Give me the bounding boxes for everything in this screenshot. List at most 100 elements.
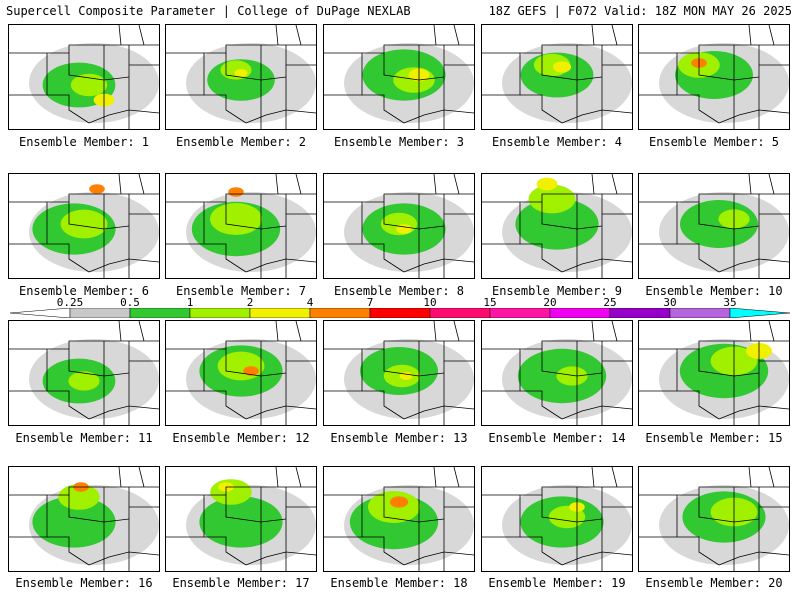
ensemble-map-19 bbox=[482, 467, 632, 571]
scp-contour-2 bbox=[368, 491, 420, 523]
colorbar-tick-label: 20 bbox=[543, 296, 557, 309]
ensemble-panel-11 bbox=[8, 320, 160, 426]
ensemble-map-17 bbox=[166, 467, 316, 571]
colorbar-arrow-left bbox=[10, 308, 71, 318]
ensemble-panel-3 bbox=[323, 24, 475, 130]
colorbar-segment-11 bbox=[669, 308, 731, 318]
ensemble-map-18 bbox=[324, 467, 474, 571]
ensemble-member-label: Ensemble Member: 12 bbox=[172, 431, 310, 445]
ensemble-map-9 bbox=[482, 174, 632, 278]
scp-contour-2 bbox=[210, 479, 252, 505]
ensemble-map-8 bbox=[324, 174, 474, 278]
scp-contour-2 bbox=[556, 366, 588, 386]
ensemble-panel-4 bbox=[481, 24, 633, 130]
ensemble-map-7 bbox=[166, 174, 316, 278]
ensemble-map-6 bbox=[9, 174, 159, 278]
ensemble-member-label: Ensemble Member: 6 bbox=[18, 284, 150, 298]
ensemble-member-label: Ensemble Member: 18 bbox=[330, 576, 468, 590]
ensemble-map-12 bbox=[166, 321, 316, 425]
ensemble-panel-13 bbox=[323, 320, 475, 426]
ensemble-member-label: Ensemble Member: 2 bbox=[175, 135, 307, 149]
scp-contour-3 bbox=[536, 177, 558, 191]
scp-contour-3 bbox=[552, 61, 572, 73]
colorbar-segment-4 bbox=[249, 308, 311, 318]
scp-contour-3 bbox=[243, 366, 259, 376]
ensemble-member-label: Ensemble Member: 20 bbox=[645, 576, 783, 590]
ensemble-panel-14 bbox=[481, 320, 633, 426]
ensemble-map-16 bbox=[9, 467, 159, 571]
scp-contour-2 bbox=[68, 371, 100, 391]
ensemble-panel-16 bbox=[8, 466, 160, 572]
ensemble-member-label: Ensemble Member: 15 bbox=[645, 431, 783, 445]
ensemble-map-20 bbox=[639, 467, 789, 571]
colorbar-segment-9 bbox=[549, 308, 611, 318]
scp-contour-1 bbox=[32, 496, 116, 548]
ensemble-panel-17 bbox=[165, 466, 317, 572]
ensemble-panel-6 bbox=[8, 173, 160, 279]
scp-contour-3 bbox=[228, 187, 244, 197]
ensemble-map-10 bbox=[639, 174, 789, 278]
colorbar-tick-label: 7 bbox=[366, 296, 374, 309]
scp-contour-2 bbox=[528, 184, 576, 214]
colorbar-tick-label: 30 bbox=[663, 296, 677, 309]
chart-title: Supercell Composite Parameter | College … bbox=[6, 4, 411, 18]
colorbar-tick-label: 2 bbox=[246, 296, 254, 309]
ensemble-member-label: Ensemble Member: 1 bbox=[18, 135, 150, 149]
ensemble-member-label: Ensemble Member: 14 bbox=[488, 431, 626, 445]
scp-contour-3 bbox=[396, 224, 412, 234]
colorbar-tick-label: 4 bbox=[306, 296, 314, 309]
ensemble-panel-15 bbox=[638, 320, 790, 426]
ensemble-member-label: Ensemble Member: 9 bbox=[491, 284, 623, 298]
scp-contour-1 bbox=[515, 198, 599, 250]
colorbar-segment-8 bbox=[489, 308, 551, 318]
ensemble-map-14 bbox=[482, 321, 632, 425]
colorbar-tick-label: 25 bbox=[603, 296, 617, 309]
ensemble-member-label: Ensemble Member: 17 bbox=[172, 576, 310, 590]
ensemble-panel-10 bbox=[638, 173, 790, 279]
ensemble-member-label: Ensemble Member: 11 bbox=[15, 431, 153, 445]
ensemble-panel-7 bbox=[165, 173, 317, 279]
ensemble-map-11 bbox=[9, 321, 159, 425]
ensemble-map-3 bbox=[324, 25, 474, 129]
colorbar-segment-2 bbox=[129, 308, 191, 318]
scp-contour-3 bbox=[234, 69, 248, 77]
ensemble-map-5 bbox=[639, 25, 789, 129]
ensemble-map-4 bbox=[482, 25, 632, 129]
ensemble-member-label: Ensemble Member: 7 bbox=[175, 284, 307, 298]
scp-contour-2 bbox=[70, 73, 108, 97]
ensemble-map-15 bbox=[639, 321, 789, 425]
ensemble-member-label: Ensemble Member: 3 bbox=[333, 135, 465, 149]
ensemble-member-label: Ensemble Member: 8 bbox=[333, 284, 465, 298]
colorbar-segment-12 bbox=[729, 308, 790, 318]
ensemble-panel-2 bbox=[165, 24, 317, 130]
ensemble-member-label: Ensemble Member: 16 bbox=[15, 576, 153, 590]
colorbar-tick-label: 10 bbox=[423, 296, 437, 309]
ensemble-map-2 bbox=[166, 25, 316, 129]
scp-contour-1 bbox=[199, 496, 283, 548]
ensemble-member-label: Ensemble Member: 5 bbox=[648, 135, 780, 149]
colorbar-tick-label: 1 bbox=[186, 296, 194, 309]
colorbar-segment-6 bbox=[369, 308, 431, 318]
colorbar-tick-label: 0.25 bbox=[56, 296, 84, 309]
ensemble-panel-9 bbox=[481, 173, 633, 279]
scp-contour-2 bbox=[210, 203, 262, 235]
colorbar-segment-10 bbox=[609, 308, 671, 318]
valid-time-label: 18Z GEFS | F072 Valid: 18Z MON MAY 26 20… bbox=[488, 4, 792, 18]
scp-contour-3 bbox=[389, 496, 409, 508]
colorbar-tick-label: 15 bbox=[483, 296, 497, 309]
colorbar-segment-7 bbox=[429, 308, 491, 318]
scp-contour-3 bbox=[89, 184, 105, 194]
ensemble-panel-8 bbox=[323, 173, 475, 279]
colorbar-tick-label: 0.5 bbox=[120, 296, 140, 309]
ensemble-member-label: Ensemble Member: 19 bbox=[488, 576, 626, 590]
colorbar-segment-5 bbox=[309, 308, 371, 318]
ensemble-map-1 bbox=[9, 25, 159, 129]
ensemble-member-label: Ensemble Member: 13 bbox=[330, 431, 468, 445]
colorbar-segment-1 bbox=[69, 308, 131, 318]
ensemble-panel-12 bbox=[165, 320, 317, 426]
scp-contour-2 bbox=[217, 351, 265, 381]
ensemble-panel-18 bbox=[323, 466, 475, 572]
ensemble-map-13 bbox=[324, 321, 474, 425]
ensemble-panel-20 bbox=[638, 466, 790, 572]
ensemble-panel-1 bbox=[8, 24, 160, 130]
